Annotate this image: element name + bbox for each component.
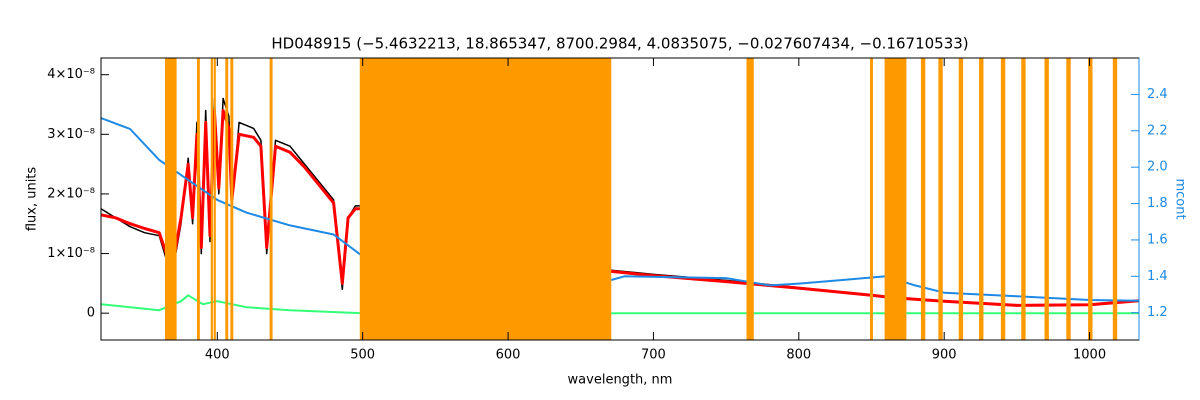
masked-region	[1021, 58, 1026, 340]
x-tick-label: 800	[786, 348, 811, 363]
x-tick-label: 500	[350, 348, 375, 363]
x-tick-label: 400	[205, 348, 230, 363]
y2-tick-label: 1.2	[1147, 305, 1168, 320]
y2-tick-label: 2.2	[1147, 123, 1168, 138]
masked-region	[225, 58, 229, 340]
masked-region	[359, 58, 612, 340]
y2-axis-label: mcont	[1173, 178, 1188, 219]
y-tick-label: 3×10⁻⁸	[47, 127, 95, 142]
x-tick-label: 700	[641, 348, 666, 363]
masked-region	[213, 58, 216, 340]
masked-region	[884, 58, 907, 340]
masked-region	[1112, 58, 1118, 340]
y-tick-label: 1×10⁻⁸	[47, 246, 95, 261]
y2-tick-label: 2.0	[1147, 160, 1168, 175]
masked-region	[938, 58, 943, 340]
y2-tick-label: 1.4	[1147, 269, 1168, 284]
masked-region	[164, 58, 177, 340]
x-tick-label: 1000	[1073, 348, 1106, 363]
series-line	[611, 275, 1139, 302]
masked-region	[1044, 58, 1049, 340]
masked-region	[1000, 58, 1006, 340]
y2-tick-label: 2.4	[1147, 87, 1168, 102]
x-tick-label: 900	[932, 348, 957, 363]
masked-region	[1088, 58, 1093, 340]
y2-tick-label: 1.6	[1147, 232, 1168, 247]
masked-region	[979, 58, 984, 340]
masked-region	[269, 58, 273, 340]
series-line	[101, 109, 1139, 307]
plot-area	[101, 58, 1139, 340]
x-axis-label: wavelength, nm	[568, 373, 673, 388]
chart-title: HD048915 (−5.4632213, 18.865347, 8700.29…	[271, 35, 968, 53]
masked-region	[1066, 58, 1071, 340]
series-line	[101, 117, 364, 258]
x-tick-label: 600	[496, 348, 521, 363]
y-axis-label: flux, units	[25, 167, 40, 232]
y-tick-label: 4×10⁻⁸	[47, 67, 95, 82]
y-tick-label: 0	[87, 306, 95, 321]
y2-tick-label: 1.8	[1147, 196, 1168, 211]
masked-region	[210, 58, 213, 340]
masked-region	[920, 58, 926, 340]
masked-region	[958, 58, 964, 340]
masked-region	[196, 58, 200, 340]
masked-region	[746, 58, 754, 340]
masked-region	[870, 58, 873, 340]
y-tick-label: 2×10⁻⁸	[47, 186, 95, 201]
masked-region	[230, 58, 234, 340]
